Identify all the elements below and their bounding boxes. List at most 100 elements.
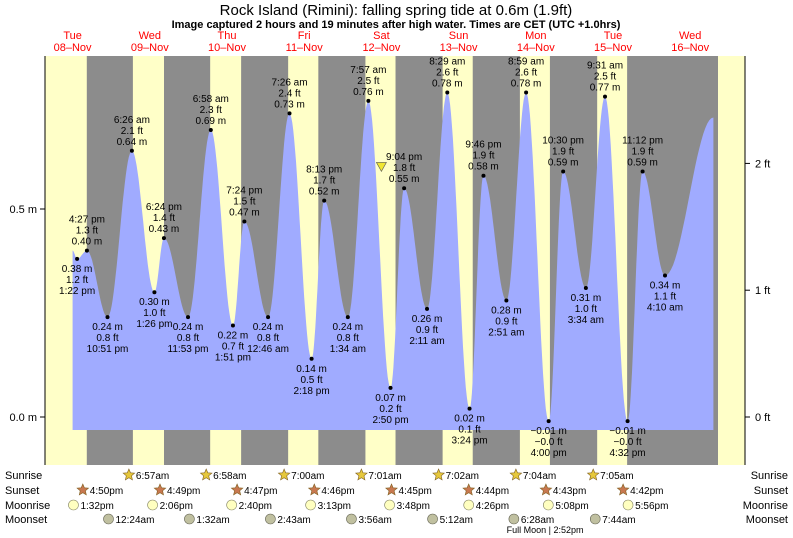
extreme-ft: 1.0 ft [143,308,165,319]
axes: 0.0 m0.5 m0 ft1 ft2 ftTue08–NovWed09–Nov… [9,30,770,424]
row-label-left: Moonset [5,514,47,526]
row-label-left: Sunset [5,485,39,497]
moonrise-icon [384,499,395,511]
extreme-m: 0.22 m [218,330,249,341]
extreme-point [625,419,630,424]
extreme-ft: 0.7 ft [222,341,244,352]
day-date: 15–Nov [594,42,632,54]
sunset-time: 4:47pm [244,486,277,497]
day-name: Tue [604,30,623,42]
high-tide-label: 9:04 pm1.8 ft0.55 m [386,152,422,191]
extreme-ft: 2.1 ft [121,126,143,137]
moonrise-time: 2:40pm [239,501,272,512]
right-tick-label: 1 ft [755,285,770,297]
extreme-ft: 1.9 ft [631,147,653,158]
sunrise-icon [199,468,213,481]
extreme-time: 4:10 am [647,303,683,314]
extreme-m: 0.77 m [590,83,621,94]
day-date: 09–Nov [131,42,169,54]
moonset-icon [265,513,276,525]
extreme-ft: 1.8 ft [393,163,415,174]
extreme-m: 0.59 m [627,158,658,169]
extreme-point [546,419,551,424]
extreme-time: 7:26 am [271,77,307,88]
extreme-time: 2:11 am [409,336,444,347]
tide-area [72,92,714,430]
extreme-ft: 1.9 ft [472,151,494,162]
extreme-point [75,256,80,261]
moonset-icon [427,513,438,525]
extreme-ft: −0.0 ft [535,437,563,448]
extreme-time: 2:51 am [488,328,524,339]
day-date: 16–Nov [671,42,709,54]
day-name: Tue [63,30,82,42]
extreme-ft: 0.8 ft [96,333,118,344]
sunset-time: 4:42pm [630,486,663,497]
high-tide-label: 6:58 am2.3 ft0.69 m [193,94,229,132]
extreme-time: 8:29 am [429,57,465,68]
low-tide-label: −0.01 m−0.0 ft4:00 pm [530,419,567,459]
sunrise-icon [122,468,136,481]
extreme-m: 0.76 m [353,87,384,98]
high-tide-label: 7:24 pm1.5 ft0.47 m [226,185,262,224]
sunset-icon [616,483,630,496]
extreme-ft: 2.4 ft [278,88,300,99]
row-label-left: Moonrise [5,500,50,512]
extreme-m: 0.24 m [173,322,204,333]
sunset-icon [76,483,90,496]
moonrise-icon [226,499,237,511]
extreme-ft: 2.6 ft [515,68,537,79]
high-tide-label: 8:59 am2.6 ft0.78 m [508,57,544,95]
chart-title: Rock Island (Rimini): falling spring tid… [220,2,573,19]
extreme-point [583,286,588,291]
extreme-time: 10:30 pm [542,136,584,147]
extreme-m: 0.43 m [149,224,180,235]
astro-rows: Sunrise Sunrise Sunset Sunset Moonrise Moonri… [5,468,788,535]
extreme-time: 1:26 pm [136,319,172,330]
low-tide-label: 0.30 m1.0 ft1:26 pm [136,290,172,330]
moonrise-time: 4:26pm [476,501,509,512]
moonset-time: 12:24am [116,515,155,526]
moonset-icon [184,513,195,525]
high-tide-label: 6:24 pm1.4 ft0.43 m [146,202,182,241]
low-tide-label: 0.22 m0.7 ft1:51 pm [215,323,251,363]
extreme-time: 9:31 am [587,61,623,72]
full-moon-label: Full Moon | 2:52pm [507,525,584,535]
day-name: Fri [298,30,311,42]
extreme-m: 0.78 m [511,79,542,90]
extreme-m: 0.38 m [62,264,93,275]
extreme-m: 0.07 m [375,393,406,404]
extreme-m: 0.26 m [412,314,443,325]
extreme-time: 1:22 pm [59,286,95,297]
high-tide-label: 8:29 am2.6 ft0.78 m [429,57,465,95]
sunrise-time: 7:05am [600,471,633,482]
extreme-m: 0.55 m [389,174,420,185]
day-date: 14–Nov [517,42,555,54]
extreme-point [388,385,393,390]
extreme-m: 0.52 m [309,187,340,198]
extreme-point [425,306,430,311]
low-tide-label: 0.26 m0.9 ft2:11 am [409,306,445,347]
extreme-m: 0.58 m [468,162,499,173]
extreme-ft: 1.2 ft [66,275,88,286]
extreme-m: 0.31 m [571,293,602,304]
day-name: Mon [525,30,546,42]
extreme-point [366,98,371,103]
left-tick-label: 0.5 m [9,204,37,216]
sunset-icon [307,483,321,496]
moonrise-icon [543,499,554,511]
extreme-ft: 1.7 ft [313,176,335,187]
sunset-time: 4:43pm [553,486,586,497]
extreme-time: 6:24 pm [146,202,182,213]
high-tide-label: 4:27 pm1.3 ft0.40 m [69,215,105,253]
sunrise-time: 7:00am [291,471,324,482]
extreme-time: 11:12 pm [622,136,663,147]
sunset-time: 4:46pm [321,486,354,497]
moonrise-time: 3:13pm [318,501,351,512]
sunset-time: 4:50pm [90,486,123,497]
moonset-icon [346,513,357,525]
low-tide-label: 0.14 m0.5 ft2:18 pm [294,356,330,397]
sunrise-time: 7:02am [446,471,479,482]
extreme-point [129,148,134,153]
moonrise-icon [305,499,316,511]
